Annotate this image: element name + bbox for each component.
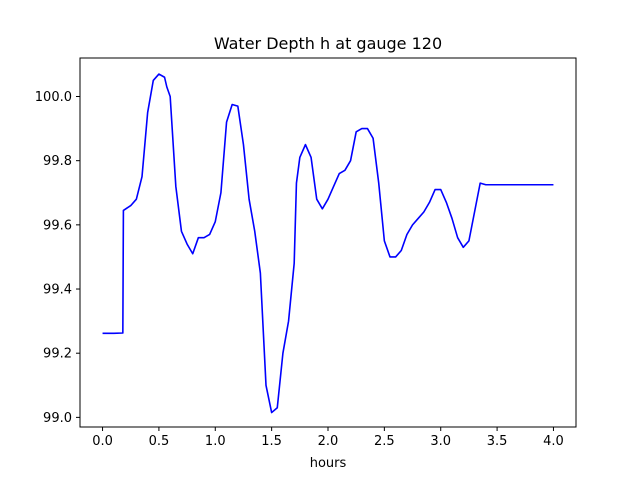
x-tick-label: 2.0 xyxy=(318,434,339,449)
chart-title: Water Depth h at gauge 120 xyxy=(214,34,442,53)
y-tick-label: 100.0 xyxy=(35,90,72,105)
y-tick-label: 99.6 xyxy=(43,218,72,233)
y-tick-label: 99.2 xyxy=(43,347,72,362)
x-tick-label: 3.5 xyxy=(487,434,508,449)
y-tick-label: 99.4 xyxy=(43,283,72,298)
x-tick-label: 1.0 xyxy=(205,434,226,449)
x-tick-label: 3.0 xyxy=(430,434,451,449)
y-tick-label: 99.8 xyxy=(43,154,72,169)
plot-area xyxy=(102,73,554,414)
x-tick-label: 0.5 xyxy=(149,434,170,449)
series-line-0 xyxy=(102,73,554,414)
x-tick-label: 4.0 xyxy=(543,434,564,449)
x-tick-label: 1.5 xyxy=(261,434,282,449)
x-tick-label: 0.0 xyxy=(92,434,113,449)
x-axis-label: hours xyxy=(310,456,347,471)
y-axis: 99.0 99.2 99.4 99.6 99.8 100.0 xyxy=(35,90,80,426)
x-axis: 0.0 0.5 1.0 1.5 2.0 2.5 3.0 3.5 4.0 xyxy=(92,427,564,449)
y-tick-label: 99.0 xyxy=(43,411,72,426)
x-tick-label: 2.5 xyxy=(374,434,395,449)
